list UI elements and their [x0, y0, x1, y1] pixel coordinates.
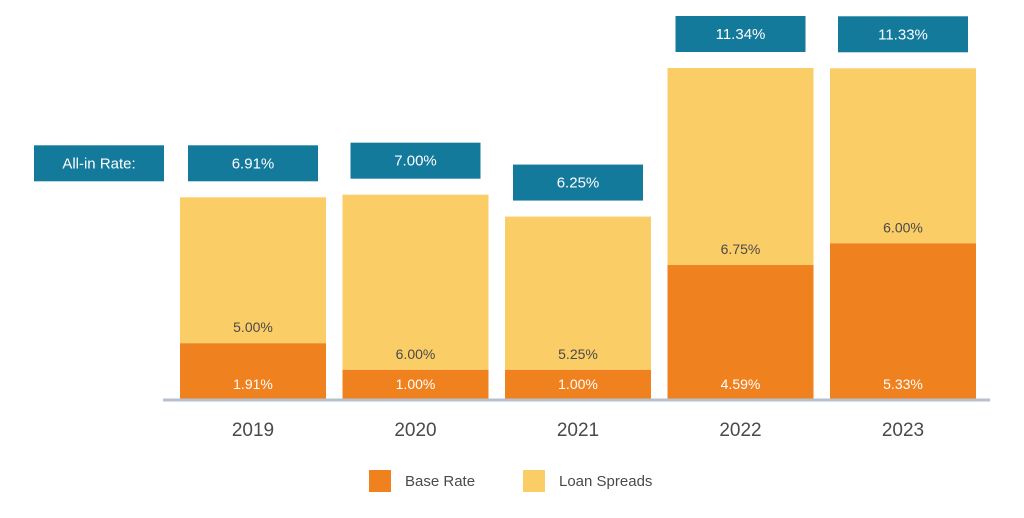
stacked-bar-chart: 6.91% 7.00%6.25%11.34% 11.33% 1.91%5.00%1.…	[34, 16, 990, 441]
bar-base-rate-2022	[667, 265, 814, 399]
all-in-rate-box-2022	[675, 16, 806, 52]
data-label-base-rate-2019: 1.91%	[233, 376, 273, 392]
legend-label-base-rate: Base Rate	[405, 472, 476, 490]
data-label-loan-spreads-2019: 5.00%	[233, 319, 273, 335]
legend-item-loan-spreads: Loan Spreads	[523, 470, 652, 492]
data-label-base-rate-2021: 1.00%	[558, 376, 598, 392]
bar-base-rate-2021	[505, 369, 651, 399]
data-label-loan-spreads-2023: 6.00%	[883, 219, 923, 235]
x-tick-label-2019: 2019	[232, 420, 274, 441]
all-in-rate-boxes: 6.91% 7.00% 6.25% 11.34% 11.33%	[188, 16, 968, 201]
bar-loan-spreads-2020	[342, 194, 489, 370]
x-tick-label-2023: 2023	[882, 420, 924, 441]
all-in-rate-header: All-in Rate:	[34, 145, 164, 182]
bar-loan-spreads-2021	[505, 216, 651, 370]
legend-item-base-rate: Base Rate	[369, 470, 475, 492]
x-tick-label-2021: 2021	[557, 420, 599, 441]
x-tick-labels: 2019 2020 2021 2022 2023	[232, 420, 924, 441]
all-in-rate-box-2021	[513, 164, 643, 201]
legend-swatch-loan-spreads	[523, 470, 545, 492]
legend: Base Rate Loan Spreads	[0, 470, 1024, 496]
all-in-rate-label-box	[34, 145, 164, 182]
x-tick-label-2020: 2020	[394, 420, 436, 441]
bar-base-rate-2020	[342, 369, 489, 399]
all-in-rate-box-2023	[838, 16, 968, 53]
data-label-loan-spreads-2022: 6.75%	[721, 241, 761, 257]
all-in-rate-value-2021: 6.25%	[557, 175, 600, 192]
legend-label-loan-spreads: Loan Spreads	[559, 472, 653, 490]
all-in-rate-value-2022: 11.34%	[716, 26, 766, 43]
all-in-rate-value-2020: 7.00%	[394, 153, 437, 170]
all-in-rate-box-2020	[350, 142, 481, 179]
data-label-loan-spreads-2020: 6.00%	[396, 346, 436, 362]
all-in-rate-box-2019	[188, 145, 318, 182]
bar-loan-spreads-2019	[180, 197, 326, 344]
data-label-base-rate-2023: 5.33%	[883, 376, 923, 392]
bar-loan-spreads-2022	[667, 68, 814, 266]
x-tick-label-2022: 2022	[719, 420, 761, 441]
data-label-base-rate-2020: 1.00%	[396, 376, 436, 392]
data-label-base-rate-2022: 4.59%	[721, 376, 761, 392]
bars-group	[180, 68, 976, 399]
bar-loan-spreads-2023	[830, 68, 976, 244]
all-in-rate-label: All-in Rate:	[62, 155, 135, 172]
segment-labels: 1.91% 5.00% 1.00% 6.00% 1.00% 5.25% 4.59% 6.75%…	[233, 219, 923, 392]
bar-base-rate-2019	[180, 343, 326, 399]
all-in-rate-value-2023: 11.33%	[878, 26, 928, 43]
all-in-rate-value-2019: 6.91%	[232, 155, 275, 172]
bar-base-rate-2023	[830, 243, 976, 399]
legend-swatch-base-rate	[369, 470, 391, 492]
data-label-loan-spreads-2021: 5.25%	[558, 346, 598, 362]
